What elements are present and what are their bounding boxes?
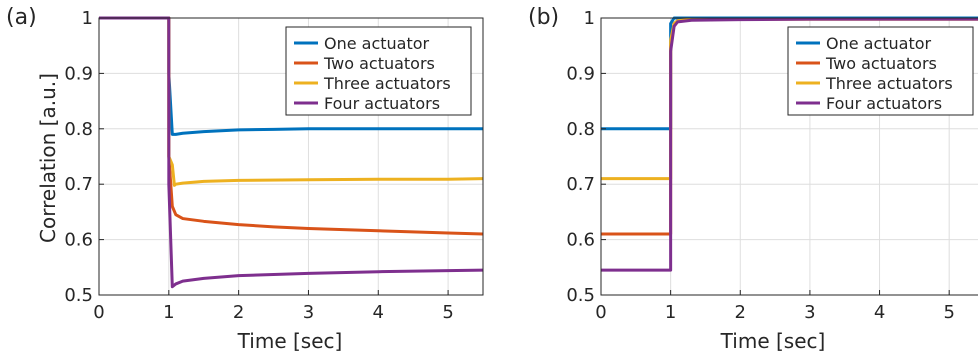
- panel-b-ytick-label-1: 0.6: [566, 230, 595, 251]
- panel-a-legend-label-3: Four actuators: [324, 94, 440, 113]
- panel-a-ytick-label-1: 0.6: [64, 230, 93, 251]
- panel-a-xtick-label-1: 1: [163, 302, 174, 323]
- panel-a-ytick-label-5: 1: [82, 8, 93, 29]
- panel-a-label: (a): [6, 5, 37, 30]
- panel-a-ytick-label-4: 0.9: [64, 63, 93, 84]
- panel-b-ytick-label-0: 0.5: [566, 285, 595, 306]
- panel-a-xtick-label-4: 4: [373, 302, 384, 323]
- panel-b-ytick-label-4: 0.9: [566, 63, 595, 84]
- panel-b-xtick-label-1: 1: [665, 302, 676, 323]
- panel-b-xtick-label-3: 3: [804, 302, 815, 323]
- panel-a-axes-box: [98, 17, 484, 296]
- panel-b-ytick-label-3: 0.8: [566, 119, 595, 140]
- panel-b-series-3-line: [601, 17, 978, 272]
- panel-a-xtick-label-3: 3: [303, 302, 314, 323]
- panel-b-legend-label-0: One actuator: [826, 34, 932, 53]
- panel-b-legend-label-1: Two actuators: [825, 54, 937, 73]
- panel-b-xtick-label-4: 4: [874, 302, 885, 323]
- panel-a-ylabel: Correlation [a.u.]: [36, 73, 60, 243]
- panel-b-legend-label-2: Three actuators: [825, 74, 953, 93]
- panel-a-series-3-line: [99, 16, 483, 289]
- panel-a-chart: (a) Correlation [a.u.] Time [sec] 0 1 2 3 4 5…: [6, 5, 484, 353]
- panel-b-xlabel: Time [sec]: [720, 329, 826, 353]
- panel-b-ytick-label-5: 1: [584, 8, 595, 29]
- panel-a-xlabel: Time [sec]: [237, 329, 343, 353]
- panel-b-xtick-label-2: 2: [735, 302, 746, 323]
- panel-a-xtick-label-2: 2: [233, 302, 244, 323]
- panel-a-ytick-label-2: 0.7: [64, 174, 93, 195]
- panel-b-xtick-label-0: 0: [595, 302, 606, 323]
- panel-a-xtick-label-5: 5: [442, 302, 453, 323]
- panel-a-legend-label-0: One actuator: [324, 34, 430, 53]
- panel-a-ytick-label-0: 0.5: [64, 285, 93, 306]
- panel-b-chart: (b) Time [sec] 0 1 2 3 4 5 0.5 0.6 0.7 0.8 0.9 1 One…: [528, 5, 978, 353]
- panel-a-ytick-label-3: 0.8: [64, 119, 93, 140]
- panel-a-legend-label-2: Three actuators: [323, 74, 451, 93]
- panel-b-xtick-label-5: 5: [943, 302, 954, 323]
- panel-b-legend-label-3: Four actuators: [826, 94, 942, 113]
- panel-b-label: (b): [528, 5, 559, 30]
- panel-b-ytick-label-2: 0.7: [566, 174, 595, 195]
- panel-a-legend-label-1: Two actuators: [323, 54, 435, 73]
- panel-a-xtick-label-0: 0: [93, 302, 104, 323]
- panel-b-axes-box: [600, 17, 978, 296]
